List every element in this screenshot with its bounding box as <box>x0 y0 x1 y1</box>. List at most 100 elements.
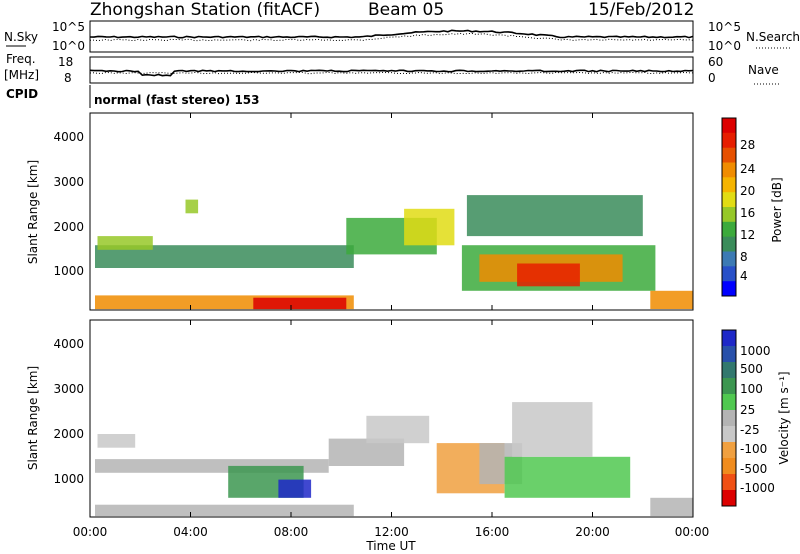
power-cbar-tick-28: 28 <box>740 138 755 152</box>
power-cbar-tick-24: 24 <box>740 162 755 176</box>
velocity-ylabel: Slant Range [km] <box>26 366 40 470</box>
noise-right-tick-top: 10^5 <box>708 20 741 34</box>
vel-ytick-3000: 3000 <box>53 382 84 396</box>
power-cbar-swatch-0 <box>722 118 736 134</box>
vel-ytick-1000: 1000 <box>53 472 84 486</box>
freq-unit-label: [MHz] <box>4 68 39 82</box>
noise-right-tick-bottom: 10^0 <box>708 39 741 53</box>
cpid-label: CPID <box>6 87 38 101</box>
velocity-region-0 <box>95 504 354 517</box>
power-cbar-tick-12: 12 <box>740 228 755 242</box>
freq-panel-frame <box>89 56 694 84</box>
power-cbar-swatch-2 <box>722 147 736 163</box>
power-cbar-swatch-6 <box>722 207 736 223</box>
noise-left-tick-top: 10^5 <box>52 20 85 34</box>
freq-tick-bottom: 8 <box>64 71 72 85</box>
velocity-region-4 <box>278 479 312 498</box>
vel-cbar-swatch-5 <box>722 410 736 427</box>
vel-ytick-4000: 4000 <box>53 337 84 351</box>
power-region-9 <box>517 263 580 287</box>
velocity-colorbar-frame <box>721 329 737 507</box>
nave-tick-bottom: 0 <box>708 71 716 85</box>
power-cbar-tick-8: 8 <box>740 250 748 264</box>
power-ytick-4000: 4000 <box>53 130 84 144</box>
xtick-3: 12:00 <box>374 525 409 539</box>
vel-cbar-tick-25: 25 <box>740 403 755 417</box>
velocity-colorbar-ticks: 1000 500 100 25 -25 -100 -500 -1000 <box>740 344 775 495</box>
velocity-colorbar-label: Velocity [m s⁻¹] <box>777 371 791 464</box>
noise-sky-line <box>89 29 694 39</box>
power-cbar-swatch-8 <box>722 236 736 252</box>
vel-cbar-swatch-8 <box>722 458 736 475</box>
power-region-4 <box>185 199 199 214</box>
nave-label: Nave <box>748 63 779 77</box>
velocity-region-9 <box>504 456 631 498</box>
power-cbar-tick-4: 4 <box>740 269 748 283</box>
xtick-2: 08:00 <box>274 525 309 539</box>
velocity-region-1 <box>97 434 136 448</box>
station-title: Zhongshan Station (fitACF) <box>90 0 320 20</box>
velocity-heatmap <box>95 402 693 517</box>
vel-cbar-tick-m500: -500 <box>740 462 767 476</box>
vel-cbar-swatch-2 <box>722 362 736 379</box>
power-ytick-2000: 2000 <box>53 220 84 234</box>
power-heatmap <box>95 195 693 310</box>
x-axis-ticks <box>89 113 694 517</box>
freq-label: Freq. <box>6 52 36 66</box>
power-cbar-swatch-11 <box>722 281 736 297</box>
vel-cbar-swatch-0 <box>722 330 736 347</box>
xtick-0: 00:00 <box>73 525 108 539</box>
vel-cbar-tick-500: 500 <box>740 362 763 376</box>
vel-cbar-swatch-3 <box>722 378 736 395</box>
power-cbar-swatch-9 <box>722 251 736 267</box>
beam-label: Beam 05 <box>368 0 444 20</box>
vel-cbar-tick-m100: -100 <box>740 442 767 456</box>
vel-cbar-tick-1000: 1000 <box>740 344 771 358</box>
noise-left-tick-bottom: 10^0 <box>52 39 85 53</box>
power-colorbar-ticks: 28 24 20 16 12 8 4 <box>740 138 755 283</box>
noise-sky-label: N.Sky <box>4 30 38 44</box>
nave-tick-top: 60 <box>708 55 723 69</box>
cpid-value: normal (fast stereo) 153 <box>94 93 260 107</box>
power-y-axis: 1000 2000 3000 4000 <box>53 130 84 278</box>
velocity-region-6 <box>366 415 430 444</box>
power-cbar-swatch-5 <box>722 192 736 208</box>
freq-line <box>89 69 694 77</box>
power-cbar-tick-16: 16 <box>740 206 755 220</box>
power-ylabel: Slant Range [km] <box>26 160 40 264</box>
power-colorbar-label: Power [dB] <box>770 177 784 242</box>
velocity-y-axis: 1000 2000 3000 4000 <box>53 337 84 486</box>
power-cbar-swatch-4 <box>722 177 736 193</box>
power-colorbar <box>722 118 736 297</box>
x-axis-labels: 00:00 04:00 08:00 12:00 16:00 20:00 00:0… <box>73 525 710 539</box>
power-cbar-swatch-1 <box>722 132 736 149</box>
nave-line <box>89 71 694 75</box>
vel-cbar-swatch-9 <box>722 474 736 491</box>
power-cbar-tick-20: 20 <box>740 184 755 198</box>
velocity-region-11 <box>650 497 693 516</box>
vel-cbar-swatch-7 <box>722 442 736 459</box>
power-region-3 <box>97 236 153 250</box>
power-colorbar-frame <box>721 117 737 297</box>
power-cbar-swatch-10 <box>722 266 736 282</box>
vel-ytick-2000: 2000 <box>53 427 84 441</box>
vel-cbar-tick-m25: -25 <box>740 423 760 437</box>
power-ytick-3000: 3000 <box>53 175 84 189</box>
power-region-11 <box>466 195 643 237</box>
velocity-region-10 <box>512 402 593 457</box>
vel-cbar-swatch-6 <box>722 426 736 443</box>
power-region-6 <box>404 208 455 246</box>
x-axis-label: Time UT <box>365 539 416 553</box>
velocity-colorbar <box>722 330 736 507</box>
xtick-4: 16:00 <box>475 525 510 539</box>
xtick-5: 20:00 <box>575 525 610 539</box>
freq-tick-top: 18 <box>58 55 73 69</box>
power-cbar-swatch-7 <box>722 221 736 238</box>
vel-cbar-swatch-10 <box>722 490 736 507</box>
xtick-1: 04:00 <box>173 525 208 539</box>
vel-cbar-tick-m1000: -1000 <box>740 481 775 495</box>
power-ytick-1000: 1000 <box>53 264 84 278</box>
power-cbar-swatch-3 <box>722 162 736 178</box>
power-region-1 <box>253 297 347 310</box>
